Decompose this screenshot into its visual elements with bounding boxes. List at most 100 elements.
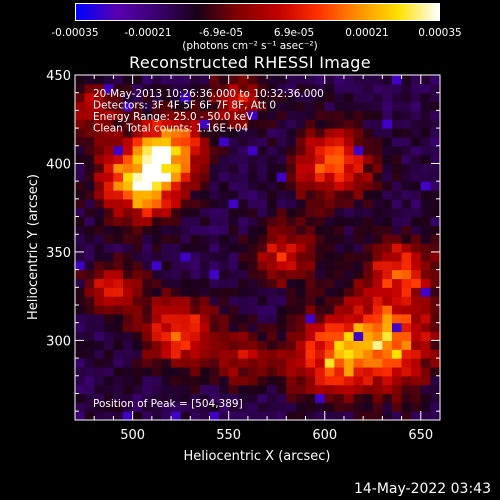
heatmap-cell [267, 119, 278, 129]
heatmap-cell [420, 384, 431, 395]
heatmap-cell [171, 375, 182, 386]
heatmap-cell [401, 305, 412, 315]
heatmap-cell [161, 322, 172, 333]
heatmap-cell [190, 251, 201, 262]
heatmap-cell [247, 190, 259, 200]
heatmap-cell [324, 322, 335, 333]
heatmap-cell [103, 358, 115, 368]
heatmap-cell [219, 225, 230, 235]
heatmap-cell [411, 190, 422, 200]
heatmap-cell [219, 136, 230, 147]
heatmap-cell [247, 393, 259, 403]
heatmap-cell [228, 128, 239, 138]
y-tick-label: 400 [46, 157, 71, 172]
heatmap-cell [209, 83, 220, 94]
heatmap-cell [161, 305, 172, 315]
heatmap-cell [353, 411, 364, 420]
heatmap-cell [199, 207, 211, 218]
heatmap-cell [151, 305, 163, 315]
heatmap-cell [171, 154, 182, 165]
heatmap-cell [199, 349, 211, 359]
heatmap-cell [305, 260, 316, 271]
heatmap-cell [430, 402, 440, 412]
heatmap-cell [411, 172, 422, 182]
heatmap-cell [363, 402, 374, 412]
heatmap-cell [94, 234, 105, 244]
heatmap-cell [334, 375, 345, 386]
heatmap-cell [276, 411, 287, 420]
heatmap-cell [161, 83, 172, 94]
heatmap-cell [171, 181, 182, 191]
heatmap-cell [305, 313, 316, 324]
heatmap-cell [315, 331, 326, 341]
heatmap-cell [94, 136, 105, 147]
heatmap-cell [142, 393, 153, 403]
heatmap-cell [286, 243, 297, 253]
heatmap-cell [391, 260, 403, 271]
heatmap-cell [411, 313, 422, 324]
heatmap-cell [142, 136, 153, 147]
heatmap-cell [295, 366, 307, 377]
heatmap-cell [286, 75, 297, 85]
heatmap-cell [180, 225, 191, 235]
heatmap-cell [372, 136, 383, 147]
heatmap-cell [382, 296, 393, 306]
heatmap-cell [353, 313, 364, 324]
heatmap-cell [324, 269, 335, 280]
heatmap-cell [305, 75, 316, 85]
heatmap-cell [132, 411, 143, 420]
heatmap-cell [257, 75, 268, 85]
colorbar-tick-label: -0.00021 [124, 27, 172, 39]
heatmap-cell [391, 154, 403, 165]
heatmap-cell [324, 366, 335, 377]
heatmap-cell [247, 75, 259, 85]
heatmap-cell [324, 234, 335, 244]
heatmap-cell [334, 234, 345, 244]
heatmap-cell [161, 243, 172, 253]
heatmap-cell [123, 198, 134, 209]
heatmap-cell [180, 384, 191, 395]
heatmap-cell [132, 384, 143, 395]
heatmap-cell [209, 313, 220, 324]
heatmap-cell [161, 216, 172, 226]
heatmap-cell [430, 340, 440, 350]
heatmap-cell [180, 154, 191, 165]
heatmap-cell [247, 296, 259, 306]
heatmap-cell [324, 393, 335, 403]
heatmap-cell [123, 349, 134, 359]
heatmap-cell [161, 172, 172, 182]
heatmap-cell [382, 331, 393, 341]
heatmap-cell [161, 340, 172, 350]
heatmap-cell [420, 225, 431, 235]
heatmap-cell [113, 83, 124, 94]
heatmap-cell [295, 207, 307, 218]
heatmap-cell [257, 145, 268, 156]
heatmap-cell [286, 119, 297, 129]
heatmap-cell [353, 305, 364, 315]
heatmap-cell [315, 198, 326, 209]
heatmap-cell [113, 154, 124, 165]
heatmap-cell [286, 366, 297, 377]
heatmap-cell [391, 296, 403, 306]
heatmap-cell [420, 260, 431, 271]
heatmap-cell [353, 101, 364, 111]
heatmap-cell [209, 207, 220, 218]
heatmap-cell [382, 207, 393, 218]
heatmap-cell [84, 313, 95, 324]
heatmap-cell [142, 190, 153, 200]
heatmap-cell [343, 163, 355, 173]
heatmap-cell [401, 110, 412, 120]
heatmap-cell [103, 163, 115, 173]
heatmap-cell [103, 402, 115, 412]
x-tick-label: 600 [312, 428, 337, 443]
heatmap-cell [103, 393, 115, 403]
heatmap-cell [286, 110, 297, 120]
heatmap-cell [286, 225, 297, 235]
heatmap-cell [190, 393, 201, 403]
colorbar-tick-label: 0.00035 [418, 27, 462, 39]
heatmap-cell [199, 216, 211, 226]
heatmap-cell [430, 154, 440, 165]
heatmap-cell [209, 305, 220, 315]
heatmap-cell [401, 154, 412, 165]
